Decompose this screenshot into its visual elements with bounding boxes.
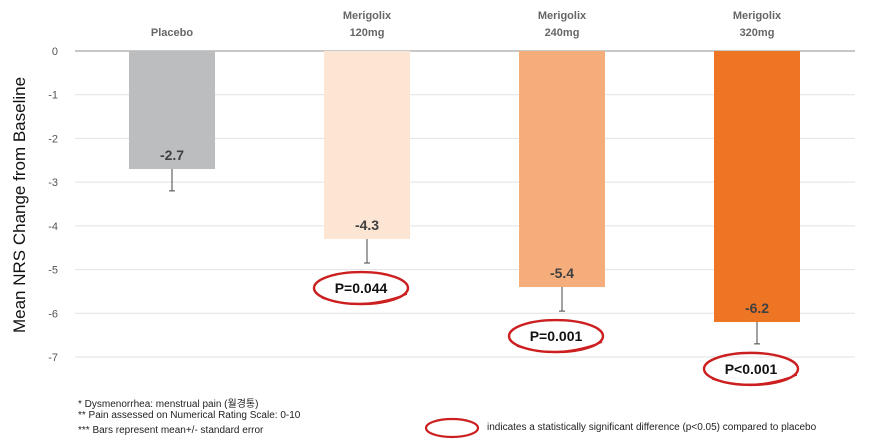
y-tick-label: -2 <box>48 133 58 145</box>
bar <box>714 51 800 323</box>
y-tick-label: 0 <box>52 46 58 58</box>
data-label: -4.3 <box>355 217 379 233</box>
y-tick-label: -6 <box>48 308 58 320</box>
category-label: Merigolix <box>538 10 587 22</box>
category-label: Placebo <box>151 27 193 39</box>
y-tick-label: -5 <box>48 265 58 277</box>
data-label: -6.2 <box>745 300 769 316</box>
p-value-annotation: P=0.044 <box>312 270 410 306</box>
category-label: Merigolix <box>733 10 782 22</box>
y-axis-title: Mean NRS Change from Baseline <box>10 77 29 333</box>
footnote-2: ** Pain assessed on Numerical Rating Sca… <box>78 410 301 421</box>
p-value-annotation: P<0.001 <box>702 351 800 387</box>
bar <box>129 51 215 170</box>
category-label: Merigolix <box>343 10 392 22</box>
legend-circle-icon <box>424 417 480 439</box>
y-tick-label: -7 <box>48 352 58 364</box>
footnote-1: * Dysmenorrhea: menstrual pain (월경통) <box>78 399 259 410</box>
data-label: -5.4 <box>550 265 574 281</box>
y-axis-ticks: 0 -1 -2 -3 -4 -5 -6 -7 <box>48 46 58 364</box>
bars: -2.7 -4.3 -5.4 -6.2 <box>129 51 800 345</box>
footnote-3: *** Bars represent mean+/- standard erro… <box>78 425 264 436</box>
legend-note: indicates a statistically significant di… <box>487 422 817 433</box>
data-label: -2.7 <box>160 147 184 163</box>
bar <box>519 51 605 288</box>
p-value-label: P=0.001 <box>530 328 583 344</box>
p-value-label: P=0.044 <box>335 280 388 296</box>
p-value-annotation: P=0.001 <box>507 318 605 354</box>
y-tick-label: -4 <box>48 221 58 233</box>
y-tick-label: -3 <box>48 177 58 189</box>
y-tick-label: -1 <box>48 90 58 102</box>
p-value-annotations: P=0.044 P=0.001 P<0.001 <box>312 270 800 387</box>
bar <box>324 51 410 239</box>
category-labels: Placebo Merigolix 120mg Merigolix 240mg Merig… <box>151 10 782 39</box>
category-label: 120mg <box>350 27 385 39</box>
category-label: 240mg <box>545 27 580 39</box>
category-label: 320mg <box>740 27 775 39</box>
p-value-label: P<0.001 <box>725 361 778 377</box>
